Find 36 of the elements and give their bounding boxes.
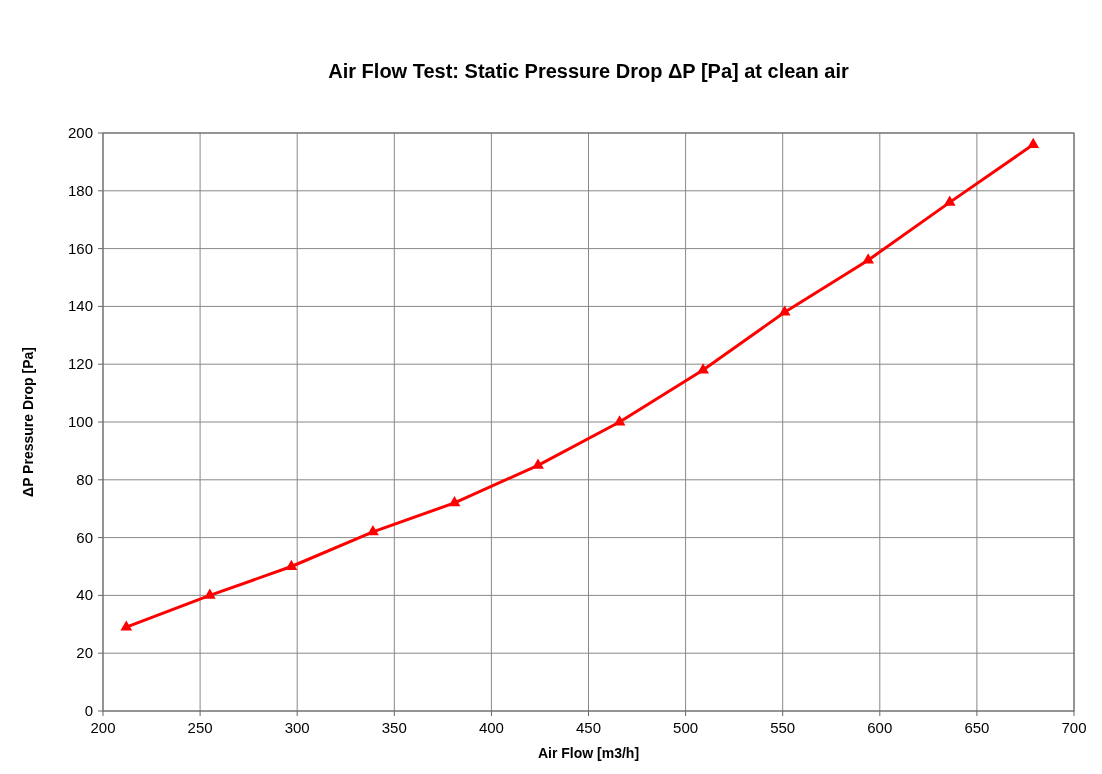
y-tick-label: 100 xyxy=(67,413,93,430)
y-axis-title: ΔP Pressure Drop [Pa] xyxy=(20,347,36,497)
y-tick-label: 80 xyxy=(76,470,93,488)
y-tick-label: 40 xyxy=(76,586,93,604)
point xyxy=(943,195,956,206)
x-tick-label: 600 xyxy=(867,719,893,736)
y-tick-label: 0 xyxy=(84,702,93,719)
point xyxy=(203,588,216,599)
point xyxy=(862,253,875,264)
point xyxy=(120,620,133,631)
point xyxy=(532,458,544,469)
x-tick-label: 400 xyxy=(478,719,504,736)
x-tick-label: 500 xyxy=(673,719,699,736)
x-axis-title: Air Flow [m3/h] xyxy=(537,745,640,761)
point xyxy=(448,496,461,507)
point xyxy=(1027,137,1040,148)
point xyxy=(778,305,791,316)
x-tick-label: 200 xyxy=(90,719,116,736)
y-tick-label: 180 xyxy=(67,181,93,199)
point xyxy=(697,363,709,374)
x-tick-label: 350 xyxy=(381,719,407,736)
x-tick-label: 700 xyxy=(1061,719,1087,736)
y-tick-label: 60 xyxy=(76,528,93,546)
chart-title: Air Flow Test: Static Pressure Drop ΔP [Pa] at clean air xyxy=(328,60,849,82)
y-tick-label: 140 xyxy=(67,297,93,315)
y-tick-label: 160 xyxy=(67,239,93,257)
x-tick-label: 650 xyxy=(964,719,990,736)
y-tick-label: 200 xyxy=(67,124,93,141)
x-tick-label: 550 xyxy=(770,719,796,736)
point xyxy=(285,559,298,570)
y-tick-label: 20 xyxy=(76,644,93,662)
x-tick-label: 300 xyxy=(284,719,310,736)
x-tick-label: 250 xyxy=(187,719,213,736)
x-tick-label: 450 xyxy=(575,719,602,736)
y-tick-label: 120 xyxy=(67,355,93,373)
point xyxy=(367,525,379,536)
